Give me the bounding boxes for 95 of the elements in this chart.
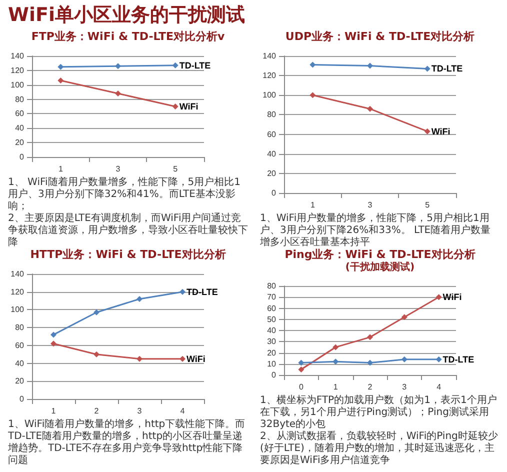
x-tick-label: 3 xyxy=(116,164,121,174)
y-tick-label: 120 xyxy=(10,287,25,296)
point xyxy=(332,344,339,350)
y-tick-label: 120 xyxy=(10,66,25,75)
chart-title: UDP业务：WiFi & TD-LTE对比分析 xyxy=(284,30,476,44)
x-tick-label: 0 xyxy=(298,382,304,392)
y-tick-label: 30 xyxy=(267,337,277,346)
point xyxy=(367,62,373,69)
x-tick-label: 4 xyxy=(180,406,186,416)
series-label: TD-LTE xyxy=(431,64,463,74)
y-tick-label: 140 xyxy=(262,52,277,60)
y-tick-label: 0 xyxy=(272,370,277,380)
point xyxy=(436,356,442,362)
y-tick-label: 100 xyxy=(10,305,25,314)
y-tick-label: 20 xyxy=(15,376,25,386)
point xyxy=(298,366,304,372)
series-label: WiFi xyxy=(179,102,198,112)
series-label: WiFi xyxy=(186,354,206,364)
point xyxy=(424,66,430,72)
y-tick-label: 0 xyxy=(20,152,25,162)
y-tick-label: 10 xyxy=(267,359,277,368)
x-tick-label: 3 xyxy=(368,200,373,210)
point xyxy=(401,356,408,362)
y-tick-label: 20 xyxy=(267,348,277,358)
y-tick-label: 20 xyxy=(15,138,25,148)
point xyxy=(115,90,121,97)
y-tick-label: 20 xyxy=(267,168,277,178)
chart-title: FTP业务：WiFi & TD-LTE对比分析v xyxy=(30,30,226,44)
point xyxy=(298,360,304,366)
point xyxy=(50,340,56,347)
y-tick-label: 50 xyxy=(267,314,277,324)
text: WiFi单小区业务的干扰测试 xyxy=(8,3,245,28)
point xyxy=(50,332,56,338)
point xyxy=(367,334,373,340)
point xyxy=(136,356,142,362)
text: 1、 WiFi随着用户数量增多，性能下降，5用户相比1用户、3用户分别下降32%和41%。而LTE基本没影响； xyxy=(7,177,242,212)
y-tick-label: 100 xyxy=(10,80,25,90)
x-tick-label: 5 xyxy=(173,164,178,174)
point xyxy=(172,104,178,110)
x-tick-label: 1 xyxy=(333,382,338,392)
y-tick-label: 0 xyxy=(20,394,25,404)
text: 2、主要原因是LTE有调度机制，而WiFi用户间通过竞争获取信道资源，用户数增多，导致小区吞吐量较快下降 xyxy=(7,213,249,248)
y-tick-label: 40 xyxy=(15,124,25,133)
text: 1、WiFi随着用户数量的增多，http下载性能下降。而TD-LTE随着用户数量的增多，http的小区吞吐量呈递增趋势。TD-LTE不存在多用户竞争导致http性能下降问题 xyxy=(7,419,246,467)
point xyxy=(180,288,186,295)
x-tick-label: 1 xyxy=(310,200,316,210)
point xyxy=(172,62,178,68)
y-tick-label: 60 xyxy=(15,340,25,350)
point xyxy=(136,296,142,302)
point xyxy=(367,106,373,112)
y-tick-label: 140 xyxy=(10,52,25,60)
y-tick-label: 140 xyxy=(10,270,25,278)
point xyxy=(94,351,100,358)
chart-title: HTTP业务：WiFi & TD-LTE对比分析 xyxy=(29,248,227,262)
x-tick-label: 4 xyxy=(436,382,442,392)
x-tick-label: 5 xyxy=(425,200,430,210)
chart-title: Ping业务：WiFi & TD-LTE对比分析 xyxy=(284,248,476,262)
series-label: TD-LTE xyxy=(442,354,474,364)
series-label: TD-LTE xyxy=(179,60,211,70)
series-label: WiFi xyxy=(442,292,462,302)
text: 1、横坐标为FTP的加载用户数（如为1，表示1个用户在下载，另1个用户进行Ping测试）；Ping测试采用32Byte的小包 xyxy=(259,395,498,430)
point xyxy=(310,92,316,98)
x-tick-label: 2 xyxy=(94,406,100,416)
y-tick-label: 40 xyxy=(267,149,277,158)
text: 2、从测试数据看，负载较轻时，WiFi的Ping时延较少(好于LTE)，随着用户数的增加，其时延迅速恶化，主要原因是WiFi多用户信道竞争 xyxy=(259,431,499,467)
y-tick-label: 40 xyxy=(267,326,277,335)
point xyxy=(58,78,64,84)
y-tick-label: 70 xyxy=(267,292,277,302)
y-tick-label: 80 xyxy=(267,110,277,120)
x-tick-label: 1 xyxy=(58,164,64,174)
y-tick-label: 60 xyxy=(15,109,25,118)
y-tick-label: 80 xyxy=(267,282,277,290)
y-tick-label: 60 xyxy=(267,130,277,139)
chart-subtitle: (干扰加载测试) xyxy=(344,262,416,274)
point xyxy=(436,294,442,300)
y-tick-label: 120 xyxy=(262,71,277,80)
y-tick-label: 100 xyxy=(262,90,277,100)
point xyxy=(401,314,408,320)
x-tick-label: 1 xyxy=(51,406,56,416)
x-tick-label: 2 xyxy=(368,382,373,392)
point xyxy=(367,360,373,366)
point xyxy=(424,128,430,134)
x-tick-label: 3 xyxy=(137,406,142,416)
y-tick-label: 80 xyxy=(15,94,25,104)
point xyxy=(180,356,186,362)
series-label: WiFi xyxy=(431,126,450,136)
point xyxy=(115,63,121,70)
series-label: TD-LTE xyxy=(186,286,218,297)
point xyxy=(94,309,100,316)
y-tick-label: 80 xyxy=(15,323,25,332)
y-tick-label: 0 xyxy=(272,188,277,198)
y-tick-label: 60 xyxy=(267,304,277,313)
y-tick-label: 40 xyxy=(15,358,25,368)
x-tick-label: 3 xyxy=(402,382,408,392)
text: 1、WiFi用户数量的增多，性能下降，5用户相比1用户、3用户分别下降26%和33%。 LTE随着用户数量增多小区吞吐量基本持平 xyxy=(259,213,492,248)
